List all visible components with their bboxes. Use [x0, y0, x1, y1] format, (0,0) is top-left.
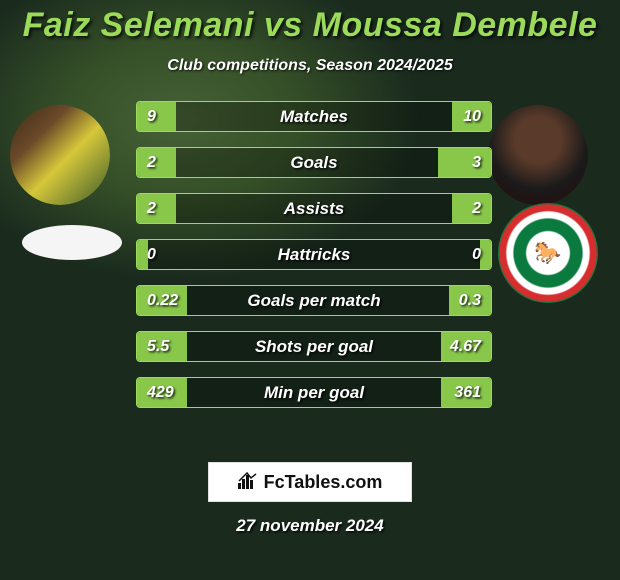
stat-row: 00Hattricks [136, 239, 492, 270]
infographic-date: 27 november 2024 [236, 516, 383, 536]
stat-label: Goals per match [137, 286, 491, 315]
stat-row: 5.54.67Shots per goal [136, 331, 492, 362]
content-wrapper: Faiz Selemani vs Moussa Dembele Club com… [0, 0, 620, 580]
stat-label: Matches [137, 102, 491, 131]
stat-label: Min per goal [137, 378, 491, 407]
stat-row: 22Assists [136, 193, 492, 224]
player-right-avatar-img [488, 105, 588, 205]
compare-area: 🐎 910Matches 23Goals 22Assists 00Hattricks 0… [0, 95, 620, 580]
brand-badge: FcTables.com [208, 462, 412, 502]
player-left-avatar [10, 105, 110, 205]
brand-chart-icon [238, 471, 258, 494]
page-title: Faiz Selemani vs Moussa Dembele [23, 6, 598, 45]
stat-row: 429361Min per goal [136, 377, 492, 408]
brand-text: FcTables.com [264, 472, 383, 493]
player-right-club-logo: 🐎 [498, 203, 598, 303]
stat-label: Goals [137, 148, 491, 177]
player-right-avatar [488, 105, 588, 205]
player-left-club-logo [22, 225, 122, 260]
player-left-avatar-img [10, 105, 110, 205]
stat-label: Shots per goal [137, 332, 491, 361]
stat-label: Assists [137, 194, 491, 223]
club-right-emblem: 🐎 [529, 234, 567, 272]
subtitle: Club competitions, Season 2024/2025 [167, 57, 452, 75]
stat-row: 910Matches [136, 101, 492, 132]
stat-bars: 910Matches 23Goals 22Assists 00Hattricks 0.2… [136, 101, 492, 408]
stat-row: 0.220.3Goals per match [136, 285, 492, 316]
stat-row: 23Goals [136, 147, 492, 178]
stat-label: Hattricks [137, 240, 491, 269]
